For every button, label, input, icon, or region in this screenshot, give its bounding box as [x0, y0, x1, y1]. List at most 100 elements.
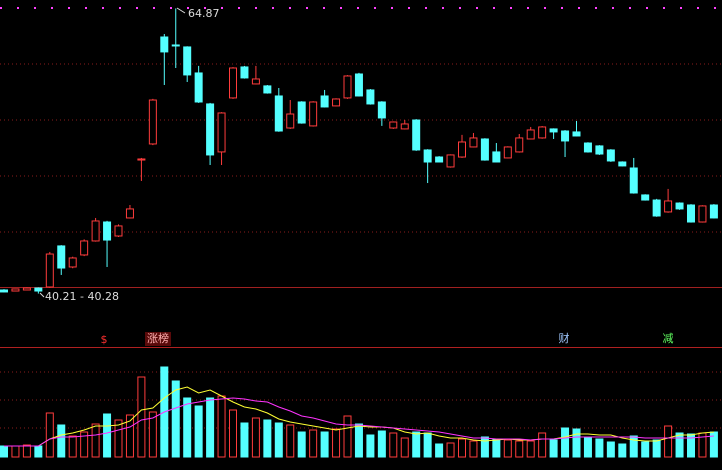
candle-body: [171, 44, 180, 47]
volume-bar: [297, 431, 306, 458]
candle-body: [45, 253, 54, 288]
candle-body: [103, 221, 112, 241]
volume-bar: [343, 415, 352, 458]
candle-body: [11, 288, 20, 292]
volume-bar: [549, 439, 558, 458]
candle-body: [652, 199, 661, 217]
candle-body: [217, 112, 226, 153]
volume-bar: [400, 437, 409, 458]
volume-bar: [652, 439, 661, 458]
volume-bar: [274, 422, 283, 458]
volume-bar: [22, 444, 31, 458]
candle-body: [549, 128, 558, 133]
candle-body: [206, 103, 215, 156]
candle-body: [91, 220, 100, 242]
volume-bar: [687, 433, 695, 458]
volume-bar: [320, 431, 329, 458]
candle-body: [583, 142, 592, 153]
volume-bar: [103, 413, 112, 458]
candle-body: [68, 257, 77, 268]
candle-body: [251, 78, 260, 85]
candle-body: [274, 95, 283, 132]
candle-body: [469, 137, 478, 148]
volume-bar: [629, 435, 638, 458]
candle-body: [22, 287, 31, 291]
volume-bar: [263, 419, 272, 458]
volume-bar: [57, 424, 66, 458]
volume-bar: [309, 429, 318, 458]
candle-body: [515, 137, 524, 153]
candle-body: [641, 194, 650, 201]
volume-bar: [389, 432, 398, 458]
volume-bar: [469, 440, 478, 458]
volume-bar: [286, 424, 295, 458]
candle-body: [354, 73, 363, 97]
candle-body: [503, 146, 512, 159]
candle-body: [332, 98, 341, 107]
volume-bar: [11, 445, 20, 458]
volume-bar: [492, 438, 501, 458]
candle-body: [595, 145, 604, 155]
candle-body: [538, 126, 547, 139]
volume-bar: [91, 423, 100, 458]
volume-bar: [217, 395, 226, 458]
volume-bar: [377, 430, 386, 458]
volume-bar: [125, 414, 134, 458]
candle-body: [320, 95, 329, 108]
volume-bar: [206, 397, 215, 458]
candle-body: [80, 240, 89, 256]
volume-bar: [538, 432, 547, 458]
candle-body: [618, 161, 627, 167]
candle-body: [480, 138, 489, 161]
annotation-pointer: [39, 292, 45, 298]
candle-body: [263, 85, 272, 94]
volume-bar: [641, 441, 650, 458]
candle-body: [160, 36, 169, 53]
volume-bar: [114, 419, 123, 458]
candle-body: [687, 204, 695, 223]
candle-body: [698, 205, 707, 223]
candle-body: [343, 75, 352, 99]
marker-bg: [145, 332, 171, 346]
volume-bar: [332, 428, 341, 458]
candle-body: [366, 89, 375, 105]
annotation: 40.21 - 40.28: [45, 290, 119, 303]
volume-bar: [68, 435, 77, 458]
candle-body: [183, 46, 192, 76]
candle-body: [114, 225, 123, 237]
candle-body: [606, 149, 615, 162]
candle-body: [240, 66, 249, 79]
candle-body: [34, 287, 43, 292]
volume-bar: [240, 422, 249, 458]
volume-bar: [171, 380, 180, 458]
candle-body: [629, 167, 638, 194]
volume-bar: [458, 438, 466, 458]
candle-body: [561, 130, 570, 142]
candle-body: [435, 156, 444, 163]
annotation-pointer: [176, 7, 186, 14]
volume-bar: [80, 431, 89, 458]
candle-body: [572, 131, 581, 137]
volume-bar: [0, 445, 8, 458]
volume-bar: [229, 409, 237, 458]
volume-bar: [572, 428, 581, 458]
candle-body: [389, 121, 398, 129]
annotation: 64.87: [188, 7, 220, 20]
volume-bar: [515, 440, 524, 458]
volume-bar: [354, 423, 363, 458]
volume-bar: [435, 443, 444, 458]
marker: 减: [663, 332, 674, 345]
candle-body: [286, 113, 295, 129]
candle-body: [57, 245, 66, 269]
volume-bar: [148, 411, 157, 458]
candle-body: [194, 72, 203, 103]
volume-ma-line: [4, 397, 714, 447]
volume-bar: [606, 441, 615, 458]
price-grid: [0, 7, 722, 429]
candle-body: [492, 151, 501, 163]
candle-body: [664, 200, 673, 213]
volume-bar: [561, 427, 570, 458]
candle-body: [377, 101, 386, 119]
